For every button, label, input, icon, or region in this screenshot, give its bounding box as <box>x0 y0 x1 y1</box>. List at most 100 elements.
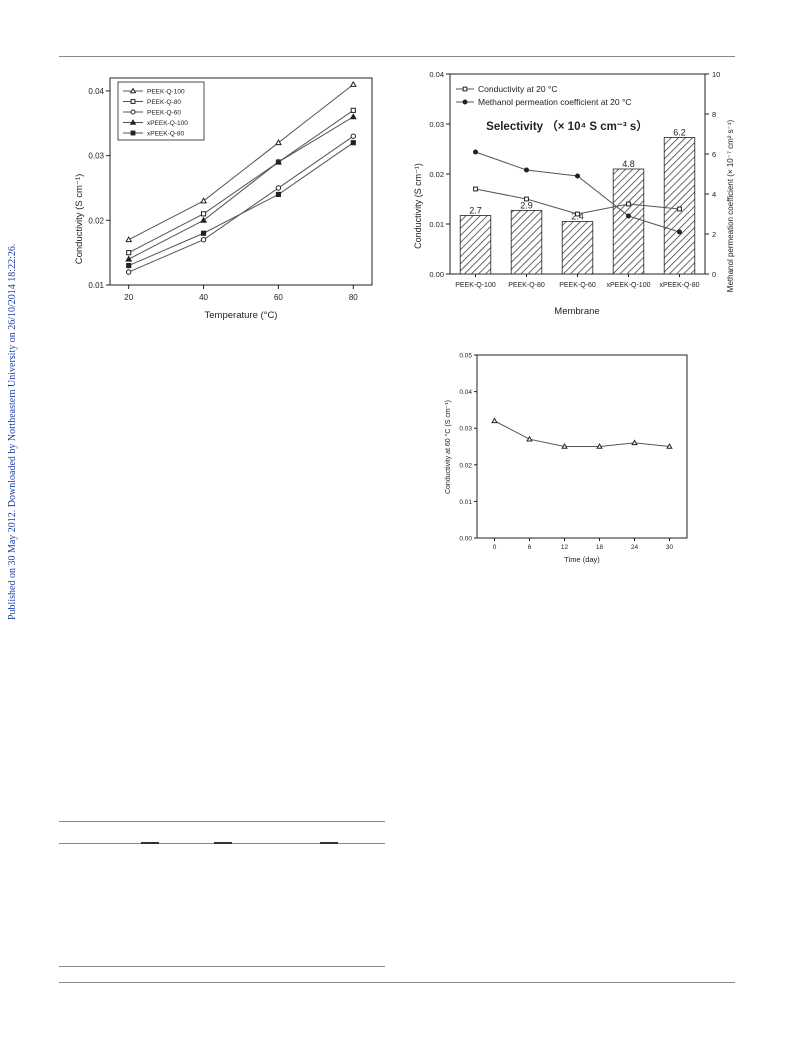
chart1-legend-marker <box>129 119 137 125</box>
chart2-conductivity-point <box>677 206 682 212</box>
chart1-data-point <box>200 211 207 217</box>
chart2-x-tick-label: PEEK-Q-100 <box>455 282 496 289</box>
chart2-y2-tick-label: 8 <box>712 110 716 119</box>
chart2-title: Selectivity （× 10⁴ S cm⁻³ s） <box>486 119 648 133</box>
chart2-methanol-point <box>472 149 479 155</box>
chart1-data-point <box>350 140 356 146</box>
chart2-legend-label: Conductivity at 20 °C <box>478 84 557 94</box>
chart2-y2-tick-label: 10 <box>712 70 720 79</box>
chart3-x-tick-label: 18 <box>596 544 604 551</box>
chart1-data-point <box>200 197 208 204</box>
chart1-data-point <box>126 250 132 256</box>
chart2-y2-tick-label: 0 <box>712 270 716 279</box>
chart1-data-point <box>200 230 207 236</box>
chart2-bar <box>459 215 492 275</box>
chart3-y-label: Conductivity at 60 °C (S cm⁻¹) <box>444 400 452 494</box>
chart2-conductivity-line <box>475 188 680 215</box>
chart2-x-tick-label: xPEEK-Q-80 <box>659 282 699 289</box>
chart1-x-label: Temperature (°C) <box>205 310 278 321</box>
chart2-y-tick-label: 0.02 <box>429 170 444 179</box>
table-bottom-rule <box>59 966 385 967</box>
chart3-data-point <box>596 443 603 449</box>
chart2-bar <box>612 168 645 275</box>
chart1-y-tick-label: 0.03 <box>88 152 104 161</box>
chart2-x-tick-label: PEEK-Q-60 <box>559 282 596 289</box>
chart1-legend-label: PEEK-Q-80 <box>147 99 181 106</box>
chart1-data-point <box>350 133 356 139</box>
chart2-y-tick-label: 0.03 <box>429 120 444 129</box>
chart2-bar <box>663 137 696 275</box>
chart3-y-tick-label: 0.04 <box>459 389 472 396</box>
header-rule <box>59 56 735 57</box>
conductivity-temperature-chart: 20 40 60 800.010.020.030.04 PEEK-Q-100PEEK-Q… <box>74 77 373 321</box>
chart2-conductivity-point <box>575 211 580 217</box>
chart2-legend: Conductivity at 20 °C Methanol permeation… <box>456 84 632 107</box>
chart2-bar <box>561 221 594 275</box>
chart1-series-line <box>128 116 354 260</box>
publication-sidebar-note: Published on 30 May 2012. Downloaded by … <box>7 243 18 620</box>
chart1-legend: PEEK-Q-100 PEEK-Q-80 PEEK-Q-60 xPEEK-Q-100 x… <box>117 81 205 141</box>
chart1-data-point <box>200 237 207 243</box>
table-mark-1 <box>141 842 159 844</box>
chart1-series-line <box>128 135 354 273</box>
chart1-data-point <box>125 255 133 262</box>
chart1-data-point <box>274 158 282 165</box>
chart1-x-tick-label: 80 <box>349 293 358 302</box>
chart2-legend-marker <box>462 99 468 105</box>
chart2-bar-label: 2.9 <box>520 201 533 211</box>
chart1-x-tick-label: 40 <box>199 293 208 302</box>
chart1-legend-label: xPEEK-Q-80 <box>147 131 185 138</box>
chart1-data-point <box>349 113 357 120</box>
chart1-x-tick-label: 20 <box>124 293 133 302</box>
chart3-x-tick-label: 24 <box>631 544 639 551</box>
chart3-x-tick-label: 6 <box>528 544 532 551</box>
chart2-y2-tick-label: 2 <box>712 230 716 239</box>
chart3-plot-frame <box>476 354 688 539</box>
chart2-conductivity-point <box>473 186 478 192</box>
chart2-bar-label: 4.8 <box>622 159 635 169</box>
chart2-bar-label: 2.7 <box>469 206 482 216</box>
chart3-x-tick-label: 0 <box>493 544 497 551</box>
chart3-y-tick-label: 0.01 <box>459 499 472 506</box>
chart2-y-tick-label: 0.00 <box>429 270 444 279</box>
chart3-y-tick-label: 0.00 <box>459 536 472 543</box>
chart1-legend-marker <box>130 109 136 115</box>
chart2-legend-marker <box>462 86 468 92</box>
chart1-series-line <box>128 142 354 267</box>
chart2-bar-label: 6.2 <box>673 128 686 138</box>
chart1-x-tick-label: 60 <box>274 293 283 302</box>
chart1-plot-frame <box>109 77 373 286</box>
chart3-y-tick-label: 0.03 <box>459 426 472 433</box>
chart1-y-tick-label: 0.04 <box>88 87 104 96</box>
chart3-data-point <box>666 443 673 449</box>
chart3-x-tick-label: 12 <box>561 544 569 551</box>
chart2-methanol-point <box>676 229 683 235</box>
chart1-data-point <box>349 80 357 87</box>
chart2-methanol-point <box>574 173 581 179</box>
chart2-x-label: Membrane <box>554 306 599 317</box>
chart1-legend-label: PEEK-Q-100 <box>147 89 185 96</box>
chart2-y-tick-label: 0.01 <box>429 220 444 229</box>
chart2-methanol-point <box>523 167 530 173</box>
chart3-x-label: Time (day) <box>564 555 600 564</box>
chart3-series-line <box>494 420 670 447</box>
chart1-legend-marker <box>130 130 136 136</box>
chart2-conductivity-point <box>626 201 631 207</box>
chart2-x-tick-label: PEEK-Q-80 <box>508 282 545 289</box>
table-mark-2 <box>214 842 232 844</box>
chart2-y-label: Conductivity (S cm⁻¹) <box>413 163 423 249</box>
chart1-legend-label: PEEK-Q-60 <box>147 110 181 117</box>
chart1-data-point <box>275 191 282 198</box>
chart2-bar <box>510 210 543 275</box>
chart2-legend-label: Methanol permeation coefficient at 20 °C <box>478 97 632 107</box>
chart1-data-point <box>125 236 133 243</box>
chart1-data-point <box>275 185 282 191</box>
chart3-data-point <box>491 417 498 424</box>
chart1-y-tick-label: 0.02 <box>88 216 104 225</box>
chart1-legend-marker <box>130 99 136 104</box>
chart1-data-point <box>350 107 356 113</box>
chart2-conductivity-point <box>524 196 529 202</box>
chart2-y2-label: Methanol permeation coefficient (× 10⁻⁷ … <box>726 119 735 292</box>
chart1-series-line <box>128 109 354 254</box>
chart2-y-tick-label: 0.04 <box>429 70 444 79</box>
